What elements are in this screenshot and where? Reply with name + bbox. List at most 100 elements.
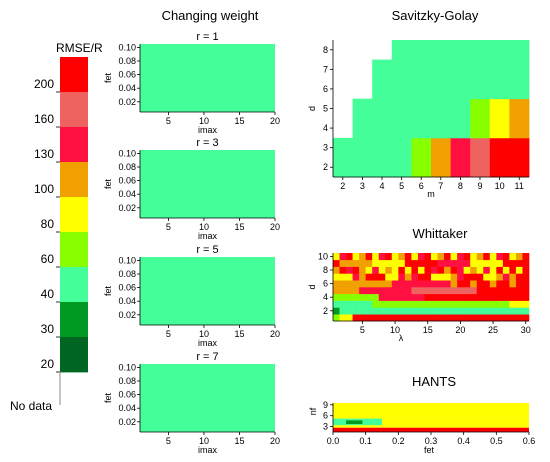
heatmap-cell <box>372 59 393 80</box>
heatmap-cell <box>352 293 360 301</box>
heatmap-cell <box>496 293 504 301</box>
heatmap-cell <box>463 266 471 274</box>
x-tick-label: 8 <box>458 181 463 191</box>
heatmap-cell <box>391 300 399 308</box>
heatmap-cell <box>470 118 491 139</box>
y-tick-label: 0.08 <box>118 269 136 279</box>
heatmap-cell <box>437 259 445 267</box>
y-tick-label: 0.10 <box>118 42 136 52</box>
heatmap-cell <box>339 280 347 288</box>
x-axis-label: imax <box>198 338 218 348</box>
heatmap-cell <box>404 253 412 261</box>
heatmap-cell <box>372 293 380 301</box>
heatmap-cell <box>522 287 530 295</box>
heatmap-cell <box>509 280 517 288</box>
heatmap-cell <box>424 300 432 308</box>
heatmap-cell <box>424 293 432 301</box>
heatmap-cell <box>522 253 530 261</box>
heatmap-cell <box>450 98 471 119</box>
heatmap-cell <box>385 280 393 288</box>
heatmap-cell <box>509 157 530 178</box>
heatmap-cell <box>391 280 399 288</box>
heatmap-cell <box>391 287 399 295</box>
heatmap-cell <box>372 79 393 100</box>
heatmap-band <box>382 418 529 426</box>
heatmap-cell <box>509 287 517 295</box>
heatmap-cell <box>391 259 399 267</box>
heatmap-cell <box>457 273 464 281</box>
legend-tick-label: 40 <box>41 287 55 301</box>
heatmap-cell <box>404 293 412 301</box>
heatmap-cell <box>463 253 471 261</box>
heatmap-cell <box>365 300 373 308</box>
heatmap-cell <box>391 157 412 178</box>
heatmap-cell <box>502 266 510 274</box>
heatmap-cell <box>444 259 451 267</box>
heatmap-cell <box>385 314 393 322</box>
heatmap-fill <box>140 257 275 325</box>
heatmap-cell <box>515 287 523 295</box>
legend-color-box <box>60 57 88 93</box>
heatmap-cell <box>352 98 373 119</box>
hants-chart: 0.0 0.1 0.2 0.3 0.4 0.5 0.6 369 fet nf <box>308 400 535 455</box>
colorbar-legend: RMSE/R 200 160 130 100 80 60 40 30 20 No data <box>10 41 103 413</box>
heatmap-cell <box>431 266 438 274</box>
heatmap-cell <box>339 314 347 322</box>
y-tick-label: 0.04 <box>118 403 136 413</box>
heatmap-cell <box>509 293 517 301</box>
heatmap-cell <box>522 293 530 301</box>
heatmap-cell <box>352 280 360 288</box>
heatmap-cell <box>359 314 366 322</box>
legend-color-box <box>60 232 88 268</box>
heatmap-cell <box>509 59 530 80</box>
heatmap-cell <box>509 273 517 281</box>
heatmap-cell <box>476 314 484 322</box>
heatmap-cell <box>359 266 366 274</box>
heatmap-cell <box>365 307 373 315</box>
heatmap-cell <box>470 137 491 158</box>
heatmap-cell <box>391 307 399 315</box>
y-tick-label: 6 <box>323 84 328 94</box>
y-tick-label: 2 <box>323 162 328 172</box>
heatmap-cell <box>372 307 380 315</box>
heatmap-cell <box>417 300 425 308</box>
heatmap-cell <box>515 300 523 308</box>
heatmap-cell <box>463 287 471 295</box>
heatmap-cell <box>437 273 445 281</box>
heatmap-cell <box>496 280 504 288</box>
x-tick-label: 0.2 <box>392 436 405 446</box>
heatmap-cell <box>391 118 412 139</box>
x-tick-label: 7 <box>438 181 443 191</box>
x-tick-label: 5 <box>166 329 171 339</box>
heatmap-cell <box>352 300 360 308</box>
heatmap-cell <box>385 253 393 261</box>
y-axis-label: fet <box>103 179 113 190</box>
x-tick-label: 20 <box>455 325 465 335</box>
x-tick-label: 10 <box>390 325 400 335</box>
heatmap-cell <box>502 280 510 288</box>
y-axis-label: fet <box>103 393 113 404</box>
heatmap-cell <box>333 293 340 301</box>
heatmap-cell <box>411 300 419 308</box>
savitzky-golay-chart: 2 3 4 5 6 7 8 9 10 11 2 3 4 5 6 7 8 m d <box>307 40 530 199</box>
heatmap-cell <box>424 259 432 267</box>
heatmap-cell <box>470 293 478 301</box>
heatmap-cell <box>450 253 458 261</box>
heatmap-cell <box>450 314 458 322</box>
heatmap-cell <box>372 280 380 288</box>
x-tick-label: 10 <box>199 222 209 232</box>
heatmap-cell <box>489 157 510 178</box>
heatmap-cell <box>476 253 484 261</box>
x-tick-label: 20 <box>270 329 280 339</box>
heatmap-cell <box>333 314 340 322</box>
x-tick-label: 10 <box>495 181 505 191</box>
heatmap-cell <box>404 300 412 308</box>
heatmap-cell <box>404 287 412 295</box>
heatmap-cell <box>346 273 353 281</box>
heatmap-cell <box>470 314 478 322</box>
x-tick-label: 5 <box>399 181 404 191</box>
y-axis-label: d <box>307 284 317 289</box>
heatmap-cell <box>502 300 510 308</box>
heatmap-cell <box>417 266 425 274</box>
